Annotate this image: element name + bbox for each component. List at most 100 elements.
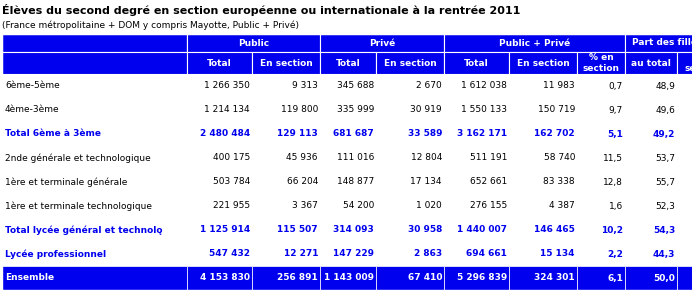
Text: 4 153 830: 4 153 830 (200, 274, 250, 283)
Text: 147 229: 147 229 (333, 250, 374, 259)
Text: 276 155: 276 155 (470, 201, 507, 210)
Text: 1 125 914: 1 125 914 (200, 225, 250, 234)
Bar (625, 218, 677, 242)
Bar (187, 146, 252, 170)
Bar (509, 98, 577, 122)
Bar (577, 242, 625, 266)
Bar (187, 170, 252, 194)
Bar (625, 122, 677, 146)
Bar (509, 218, 577, 242)
Text: 1ère et terminale technologique: 1ère et terminale technologique (5, 201, 152, 211)
Bar (577, 218, 625, 242)
Text: Total: Total (336, 58, 361, 67)
Bar (577, 266, 625, 290)
Text: 1 020: 1 020 (417, 201, 442, 210)
Text: % en
section: % en section (583, 53, 619, 73)
Bar (577, 194, 625, 218)
Bar (677, 34, 692, 52)
Bar (625, 34, 692, 52)
Bar (2, 34, 187, 52)
Text: 30 958: 30 958 (408, 225, 442, 234)
Bar (376, 242, 444, 266)
Bar (376, 98, 444, 122)
Text: 150 719: 150 719 (538, 105, 575, 114)
Bar (376, 122, 444, 146)
Text: (France métropolitaine + DOM y compris Mayotte, Public + Privé): (France métropolitaine + DOM y compris M… (2, 21, 299, 30)
Bar (577, 52, 625, 74)
Bar (252, 242, 320, 266)
Text: Public: Public (238, 39, 269, 48)
Text: Total lycée général et technolǫ: Total lycée général et technolǫ (5, 225, 163, 235)
Bar (2, 194, 187, 218)
Text: 652 661: 652 661 (470, 178, 507, 187)
Text: 119 800: 119 800 (281, 105, 318, 114)
Text: Total 6ème à 3ème: Total 6ème à 3ème (5, 129, 101, 138)
Text: Total: Total (464, 58, 489, 67)
Bar (320, 34, 376, 52)
Text: 256 891: 256 891 (277, 274, 318, 283)
Bar (320, 74, 376, 98)
Bar (252, 146, 320, 170)
Text: En section: En section (517, 58, 570, 67)
Text: 12,8: 12,8 (603, 178, 623, 187)
Bar (252, 122, 320, 146)
Text: 503 784: 503 784 (212, 178, 250, 187)
Text: Public + Privé: Public + Privé (499, 39, 570, 48)
Bar (625, 170, 677, 194)
Bar (187, 266, 252, 290)
Bar (376, 170, 444, 194)
Text: 2 863: 2 863 (414, 250, 442, 259)
Bar (577, 98, 625, 122)
Bar (2, 52, 187, 74)
Text: 1 266 350: 1 266 350 (204, 82, 250, 91)
Text: 148 877: 148 877 (337, 178, 374, 187)
Text: 314 093: 314 093 (334, 225, 374, 234)
Text: 2 480 484: 2 480 484 (200, 129, 250, 138)
Text: 162 702: 162 702 (534, 129, 575, 138)
Text: 33 589: 33 589 (408, 129, 442, 138)
Bar (577, 34, 625, 52)
Bar (509, 34, 577, 52)
Text: 2,2: 2,2 (607, 250, 623, 259)
Text: 681 687: 681 687 (334, 129, 374, 138)
Bar (625, 194, 677, 218)
Text: 30 919: 30 919 (410, 105, 442, 114)
Text: 115 507: 115 507 (277, 225, 318, 234)
Bar (509, 74, 577, 98)
Bar (625, 34, 677, 52)
Bar (320, 218, 376, 242)
Bar (677, 170, 692, 194)
Bar (376, 52, 444, 74)
Bar (677, 194, 692, 218)
Text: 324 301: 324 301 (534, 274, 575, 283)
Text: 2nde générale et technologique: 2nde générale et technologique (5, 153, 151, 163)
Bar (444, 146, 509, 170)
Bar (2, 74, 187, 98)
Bar (509, 122, 577, 146)
Bar (444, 74, 509, 98)
Bar (320, 34, 444, 52)
Bar (252, 52, 320, 74)
Bar (625, 266, 677, 290)
Bar (252, 74, 320, 98)
Bar (625, 242, 677, 266)
Text: 44,3: 44,3 (653, 250, 675, 259)
Bar (677, 52, 692, 74)
Text: 49,6: 49,6 (655, 105, 675, 114)
Bar (2, 242, 187, 266)
Bar (509, 52, 577, 74)
Bar (509, 170, 577, 194)
Text: 345 688: 345 688 (337, 82, 374, 91)
Bar (444, 98, 509, 122)
Bar (320, 242, 376, 266)
Text: 1,6: 1,6 (609, 201, 623, 210)
Bar (2, 170, 187, 194)
Text: 58 740: 58 740 (543, 154, 575, 163)
Bar (444, 242, 509, 266)
Text: 9 313: 9 313 (292, 82, 318, 91)
Text: 15 134: 15 134 (540, 250, 575, 259)
Bar (2, 122, 187, 146)
Bar (509, 146, 577, 170)
Bar (320, 194, 376, 218)
Bar (376, 146, 444, 170)
